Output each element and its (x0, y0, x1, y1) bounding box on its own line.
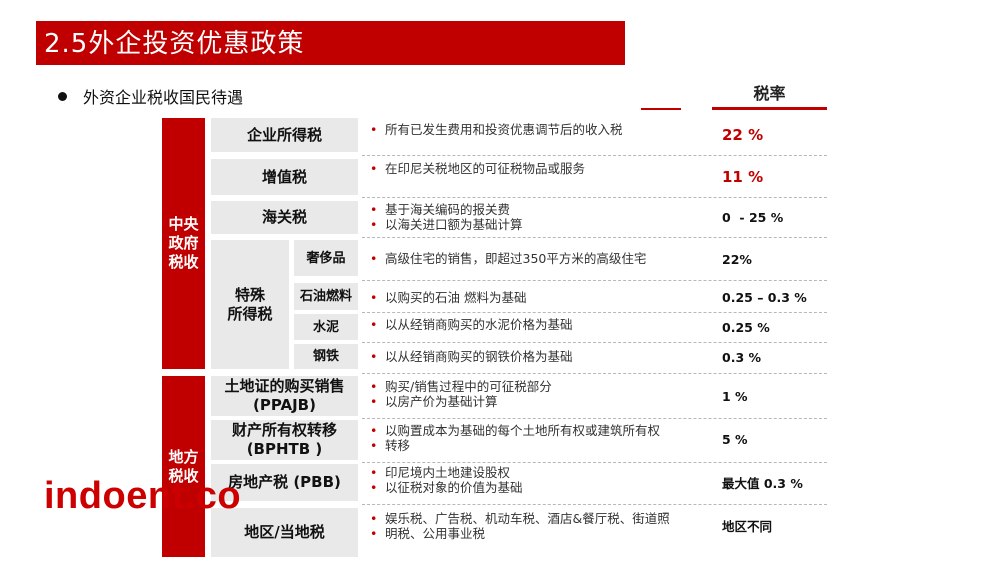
row-separator (362, 504, 827, 505)
central-tax-label: 中央 政府 税收 (162, 118, 205, 369)
tax-rate: 地区不同 (722, 519, 773, 534)
tax-description: 娱乐税、广告税、机动车税、酒店&餐厅税、街道照明税、公用事业税 (368, 511, 670, 541)
title-bar (36, 21, 625, 65)
row-separator (362, 312, 827, 313)
tax-name-box: 奢侈品 (294, 240, 358, 276)
tax-name-box: 水泥 (294, 314, 358, 340)
row-separator (362, 280, 827, 281)
tax-description: 以从经销商购买的水泥价格为基础 (368, 317, 573, 332)
watermark-logo: indoent.co (44, 475, 242, 517)
tax-description: 以购买的石油 燃料为基础 (368, 290, 526, 305)
tax-description: 以购置成本为基础的每个土地所有权或建筑所有权转移 (368, 423, 660, 453)
rate-header-underline (712, 107, 827, 110)
tax-rate: 11 % (722, 168, 764, 186)
tax-description: 以从经销商购买的钢铁价格为基础 (368, 349, 573, 364)
tax-name-box: 房地产税 (PBB) (211, 464, 358, 501)
subtitle-text: 外资企业税收国民待遇 (83, 88, 244, 107)
tax-name-box: 企业所得税 (211, 118, 358, 152)
divider (641, 108, 681, 110)
bullet-icon (58, 91, 67, 101)
tax-rate: 0.25 % (722, 320, 770, 335)
rate-column-header: 税率 (753, 84, 786, 103)
row-separator (362, 462, 827, 463)
local-tax-label: 地方 税收 (162, 376, 205, 557)
special-income-tax-box: 特殊 所得税 (211, 240, 289, 369)
row-separator (362, 373, 827, 374)
tax-name-box: 地区/当地税 (211, 508, 358, 557)
row-separator (362, 342, 827, 343)
tax-description: 所有已发生费用和投资优惠调节后的收入税 (368, 122, 623, 137)
tax-name-box: 土地证的购买销售 (PPAJB) (211, 376, 358, 416)
tax-rate: 5 % (722, 432, 748, 447)
page-title: 2.5外企投资优惠政策 (44, 29, 305, 59)
tax-rate: 最大值 0.3 % (722, 476, 803, 491)
tax-description: 基于海关编码的报关费以海关进口额为基础计算 (368, 202, 523, 232)
tax-description: 印尼境内土地建设股权以征税对象的价值为基础 (368, 465, 523, 495)
tax-name-box: 增值税 (211, 159, 358, 195)
subtitle: 外资企业税收国民待遇 (58, 84, 243, 108)
row-separator (362, 418, 827, 419)
tax-description: 购买/销售过程中的可征税部分以房产价为基础计算 (368, 379, 552, 409)
row-separator (362, 237, 827, 238)
tax-rate: 22% (722, 252, 752, 267)
tax-description: 高级住宅的销售，即超过350平方米的高级住宅 (368, 251, 646, 266)
tax-name-box: 财产所有权转移 (BPHTB ) (211, 420, 358, 460)
tax-description: 在印尼关税地区的可征税物品或服务 (368, 161, 585, 176)
tax-rate: 22 % (722, 126, 764, 144)
tax-name-box: 石油燃料 (294, 283, 358, 310)
row-separator (362, 155, 827, 156)
row-separator (362, 197, 827, 198)
tax-name-box: 海关税 (211, 201, 358, 234)
tax-rate: 0.25 – 0.3 % (722, 290, 807, 305)
tax-name-box: 钢铁 (294, 344, 358, 369)
tax-rate: 0.3 % (722, 350, 762, 365)
tax-rate: 0 - 25 % (722, 210, 784, 225)
tax-rate: 1 % (722, 389, 748, 404)
